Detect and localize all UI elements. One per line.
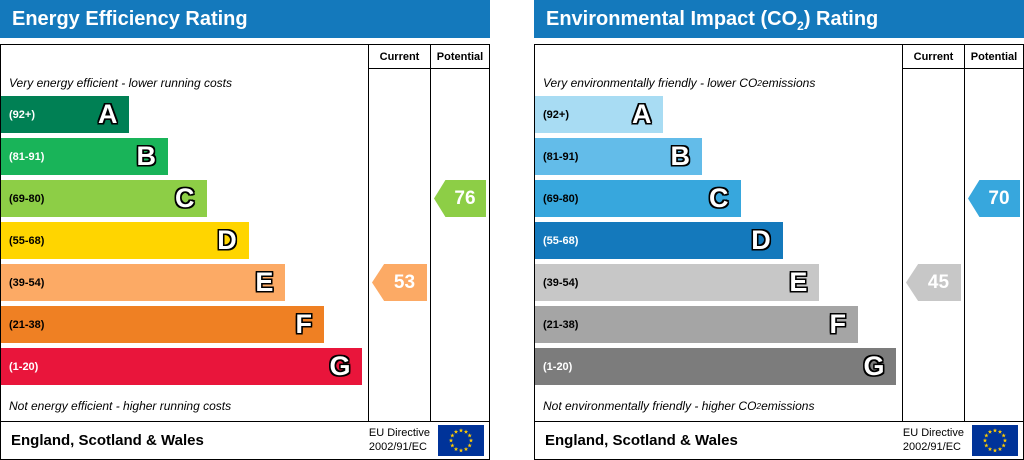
band-f: (21-38) F bbox=[535, 306, 858, 343]
band-a: (92+) A bbox=[535, 96, 664, 133]
band-letter: D bbox=[751, 225, 771, 255]
rating-grid: Current Potential Very energy efficient … bbox=[1, 45, 489, 421]
band-e: (39-54) E bbox=[1, 264, 286, 301]
current-column-header: Current bbox=[369, 45, 431, 69]
rating-grid: Current Potential Very environmentally f… bbox=[535, 45, 1023, 421]
panel-title-text: Environmental Impact (CO bbox=[546, 8, 798, 30]
band-letter: A bbox=[631, 99, 652, 129]
eu-directive-label: EU Directive 2002/91/EC bbox=[369, 427, 430, 455]
band-letter: G bbox=[863, 351, 885, 381]
energy-rating-table: Current Potential Very energy efficient … bbox=[0, 44, 490, 460]
band-d: (55-68) D bbox=[1, 222, 249, 259]
eu-directive-line2: 2002/91/EC bbox=[368, 440, 427, 453]
band-range-label: (92+) bbox=[543, 108, 569, 121]
region-label: England, Scotland & Wales bbox=[11, 432, 204, 449]
rating-bands-area: Very environmentally friendly - lower CO… bbox=[535, 69, 903, 421]
band-range-label: (39-54) bbox=[9, 276, 45, 289]
band-range-label: (1-20) bbox=[543, 360, 573, 373]
top-note-text: Very environmentally friendly - lower CO bbox=[543, 75, 758, 90]
environmental-panel-title: Environmental Impact (CO2) Rating bbox=[534, 0, 1024, 38]
panel-title-text: ) Rating bbox=[803, 8, 879, 30]
band-range-label: (92+) bbox=[9, 108, 35, 121]
band-b: (81-91) B bbox=[535, 138, 702, 175]
panel-title-text: Energy Efficiency Rating bbox=[12, 8, 248, 30]
environmental-impact-panel: Environmental Impact (CO2) Rating Curren… bbox=[534, 0, 1024, 460]
panel-footer: England, Scotland & Wales EU Directive 2… bbox=[535, 421, 1023, 459]
current-column-header: Current bbox=[903, 45, 965, 69]
band-c: (69-80) C bbox=[1, 180, 207, 217]
band-letter: B bbox=[136, 141, 156, 171]
energy-panel-title: Energy Efficiency Rating bbox=[0, 0, 490, 38]
band-e: (39-54) E bbox=[535, 264, 820, 301]
current-rating-arrow: 53 bbox=[372, 264, 427, 301]
bands: (92+) A (81-91) B (69-80) C (55-68) bbox=[535, 96, 902, 390]
band-letter: E bbox=[255, 267, 274, 297]
bottom-note-text: Not energy efficient - higher running co… bbox=[9, 399, 232, 413]
current-column: 53 bbox=[369, 69, 431, 421]
panel-title-subscript: 2 bbox=[797, 19, 804, 33]
chart-header-spacer bbox=[1, 45, 369, 69]
band-a: (92+) A bbox=[1, 96, 130, 133]
band-letter: G bbox=[329, 351, 351, 381]
eu-directive-label: EU Directive 2002/91/EC bbox=[903, 427, 964, 455]
energy-efficiency-panel: Energy Efficiency Rating Current Potenti… bbox=[0, 0, 490, 460]
current-rating-arrow: 45 bbox=[906, 264, 961, 301]
chart-header-spacer bbox=[535, 45, 903, 69]
band-letter: C bbox=[175, 183, 195, 213]
band-range-label: (69-80) bbox=[9, 192, 45, 205]
potential-column-header: Potential bbox=[965, 45, 1023, 69]
band-d: (55-68) D bbox=[535, 222, 783, 259]
band-letter: E bbox=[789, 267, 808, 297]
band-range-label: (1-20) bbox=[9, 360, 39, 373]
band-b: (81-91) B bbox=[1, 138, 168, 175]
band-letter: A bbox=[97, 99, 118, 129]
band-g: (1-20) G bbox=[1, 348, 363, 385]
eu-directive-line1: EU Directive bbox=[902, 426, 964, 439]
bottom-note: Not energy efficient - higher running co… bbox=[1, 399, 368, 421]
band-letter: D bbox=[217, 225, 237, 255]
environmental-rating-table: Current Potential Very environmentally f… bbox=[534, 44, 1024, 460]
top-note: Very environmentally friendly - lower CO… bbox=[543, 75, 816, 90]
rating-bands-area: Very energy efficient - lower running co… bbox=[1, 69, 369, 421]
band-range-label: (21-38) bbox=[543, 318, 579, 331]
top-note-text: Very energy efficient - lower running co… bbox=[9, 75, 232, 90]
top-note-text: emissions bbox=[761, 75, 816, 90]
current-column: 45 bbox=[903, 69, 965, 421]
band-range-label: (21-38) bbox=[9, 318, 45, 331]
band-letter: C bbox=[709, 183, 729, 213]
eu-directive-line2: 2002/91/EC bbox=[902, 440, 961, 453]
band-letter: B bbox=[670, 141, 690, 171]
band-range-label: (55-68) bbox=[543, 234, 579, 247]
potential-rating-arrow: 76 bbox=[434, 180, 486, 217]
band-letter: F bbox=[295, 309, 312, 339]
band-range-label: (81-91) bbox=[543, 150, 579, 163]
band-c: (69-80) C bbox=[535, 180, 741, 217]
potential-column-header: Potential bbox=[431, 45, 489, 69]
bottom-note-text: emissions bbox=[761, 399, 815, 413]
top-note: Very energy efficient - lower running co… bbox=[1, 69, 368, 96]
band-letter: F bbox=[829, 309, 846, 339]
eu-directive-line1: EU Directive bbox=[368, 426, 430, 439]
bands: (92+) A (81-91) B (69-80) C (55-68) bbox=[1, 96, 368, 390]
band-range-label: (39-54) bbox=[543, 276, 579, 289]
potential-rating-arrow: 70 bbox=[968, 180, 1020, 217]
potential-column: 76 bbox=[431, 69, 489, 421]
band-range-label: (81-91) bbox=[9, 150, 45, 163]
bottom-note: Not environmentally friendly - higher CO… bbox=[543, 399, 815, 413]
eu-flag-icon bbox=[438, 425, 484, 456]
eu-flag-icon bbox=[972, 425, 1018, 456]
bottom-note-text: Not environmentally friendly - higher CO bbox=[543, 399, 757, 413]
band-g: (1-20) G bbox=[535, 348, 897, 385]
panel-footer: England, Scotland & Wales EU Directive 2… bbox=[1, 421, 489, 459]
region-label: England, Scotland & Wales bbox=[545, 432, 738, 449]
potential-column: 70 bbox=[965, 69, 1023, 421]
band-range-label: (69-80) bbox=[543, 192, 579, 205]
band-f: (21-38) F bbox=[1, 306, 324, 343]
band-range-label: (55-68) bbox=[9, 234, 45, 247]
